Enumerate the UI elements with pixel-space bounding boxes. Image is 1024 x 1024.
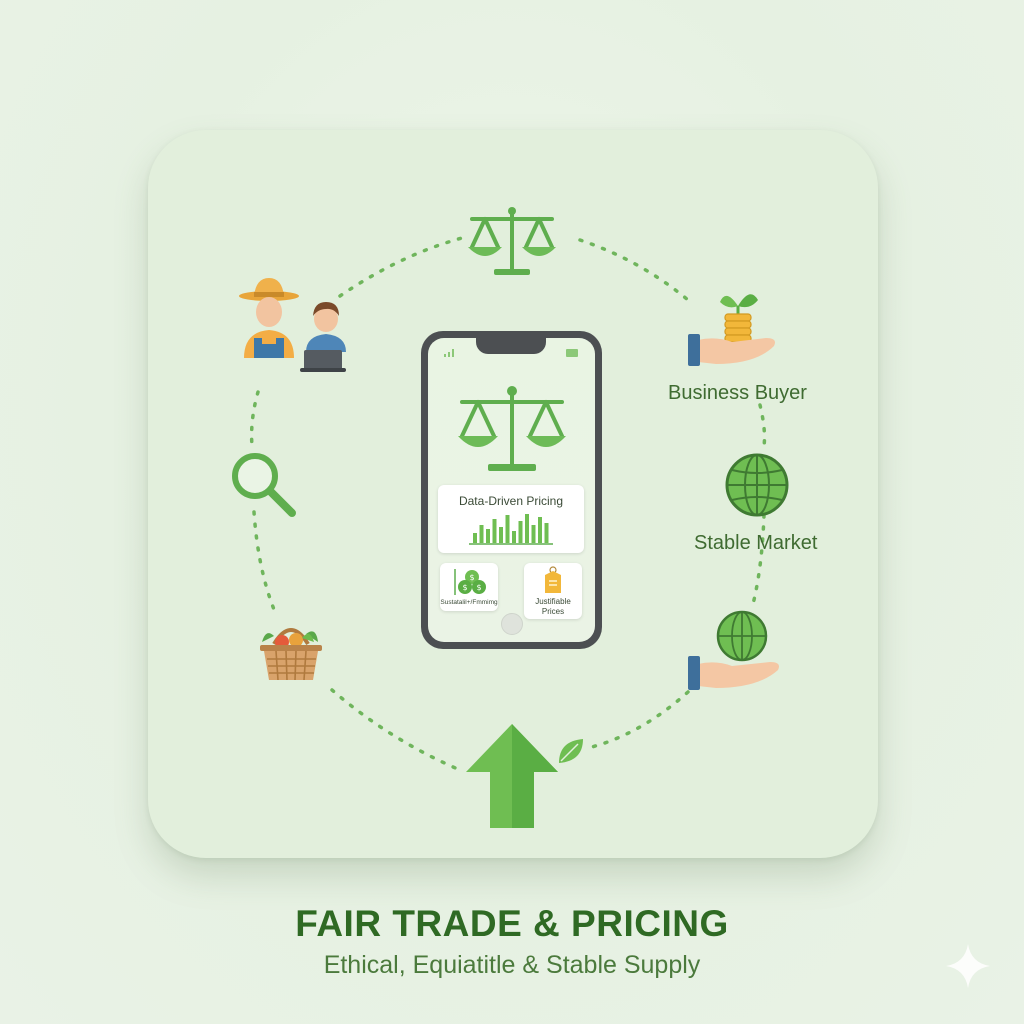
stable-market-label: Stable Market <box>694 532 818 554</box>
balance-scale-icon <box>468 207 556 275</box>
sustainable-farming-card[interactable]: $ $ $ Sustatalil+/Fmmimg <box>440 563 498 611</box>
up-arrow-icon <box>466 724 558 828</box>
mini-bar <box>479 525 484 543</box>
battery-icon <box>566 349 578 357</box>
svg-text:$: $ <box>462 583 467 592</box>
mini-bar <box>492 519 497 543</box>
mini-bar <box>525 514 529 543</box>
hand-with-globe-icon <box>688 610 779 690</box>
signal-icon <box>444 349 454 357</box>
svg-text:$: $ <box>476 583 481 592</box>
hand-with-coins-plant-icon <box>688 294 775 366</box>
home-button[interactable] <box>501 613 523 635</box>
mini-bar <box>544 523 549 543</box>
farmer-and-worker-icon <box>239 278 346 372</box>
sustainable-farming-label: Sustatalil+/Fmmimg <box>440 599 498 606</box>
mini-bar <box>518 521 523 543</box>
leaf-icon <box>559 739 583 763</box>
produce-basket-icon <box>260 628 322 681</box>
data-driven-pricing-label: Data-Driven Pricing <box>458 494 564 508</box>
mini-bar <box>473 533 477 543</box>
mini-bar <box>486 529 490 543</box>
svg-text:$: $ <box>469 573 474 582</box>
mini-bar <box>499 527 503 543</box>
smartphone: Data-Driven Pricing $ $ $ Sustatalil+/Fmmi… <box>421 331 602 649</box>
page-title: FAIR TRADE & PRICING <box>295 903 729 944</box>
business-buyer-label: Business Buyer <box>668 382 807 404</box>
screen-balance-scale-icon <box>458 386 566 471</box>
justifiable-prices-label: Justifiable Prices <box>535 597 571 616</box>
mini-bar <box>505 515 510 543</box>
page-subtitle: Ethical, Equiatitle & Stable Supply <box>323 951 701 979</box>
coins-icon: $$ $ <box>454 569 486 595</box>
mini-bar <box>531 525 536 543</box>
magnifier-icon <box>232 453 296 517</box>
price-tag-icon <box>545 566 561 593</box>
globe-icon <box>725 453 789 517</box>
justifiable-prices-card[interactable]: Justifiable Prices <box>524 563 582 619</box>
sparkle-icon <box>946 944 990 988</box>
mini-bar <box>512 531 516 543</box>
phone-screen: Data-Driven Pricing $ $ $ Sustatalil+/Fmmi… <box>428 338 595 642</box>
data-driven-pricing-card[interactable]: Data-Driven Pricing <box>438 485 584 553</box>
mini-bar <box>538 517 542 543</box>
phone-notch <box>476 338 546 354</box>
mini-bar-chart <box>469 514 553 545</box>
